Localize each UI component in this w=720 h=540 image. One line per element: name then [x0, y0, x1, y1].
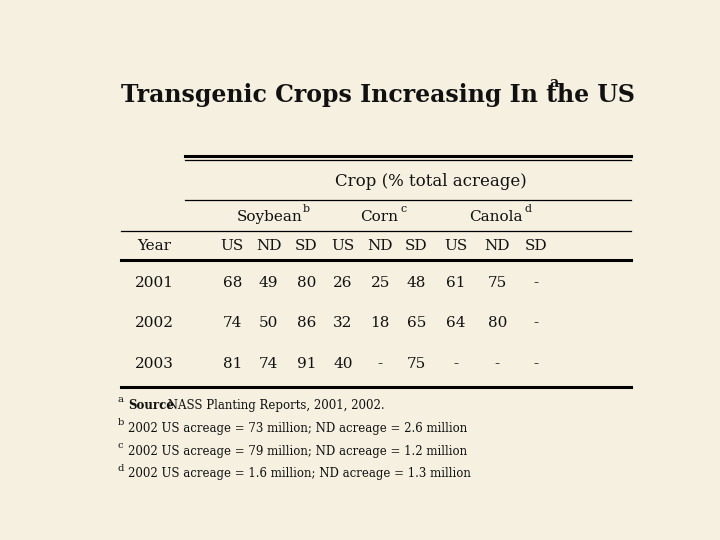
Text: 81: 81 — [222, 357, 242, 371]
Text: 74: 74 — [222, 316, 242, 330]
Text: 74: 74 — [259, 357, 278, 371]
Text: a: a — [549, 76, 559, 90]
Text: 86: 86 — [297, 316, 316, 330]
Text: ND: ND — [485, 239, 510, 253]
Text: 64: 64 — [446, 316, 465, 330]
Text: : NASS Planting Reports, 2001, 2002.: : NASS Planting Reports, 2001, 2002. — [160, 399, 384, 412]
Text: US: US — [220, 239, 244, 253]
Text: ND: ND — [367, 239, 393, 253]
Text: -: - — [495, 357, 500, 371]
Text: c: c — [118, 441, 124, 450]
Text: b: b — [118, 418, 125, 427]
Text: Canola: Canola — [469, 210, 523, 224]
Text: 80: 80 — [297, 275, 316, 289]
Text: ND: ND — [256, 239, 282, 253]
Text: 68: 68 — [222, 275, 242, 289]
Text: 49: 49 — [258, 275, 279, 289]
Text: 2002 US acreage = 79 million; ND acreage = 1.2 million: 2002 US acreage = 79 million; ND acreage… — [128, 444, 467, 457]
Text: -: - — [453, 357, 458, 371]
Text: 2002: 2002 — [135, 316, 174, 330]
Text: 2003: 2003 — [135, 357, 174, 371]
Text: 2002 US acreage = 73 million; ND acreage = 2.6 million: 2002 US acreage = 73 million; ND acreage… — [128, 422, 467, 435]
Text: US: US — [331, 239, 354, 253]
Text: US: US — [444, 239, 467, 253]
Text: SD: SD — [295, 239, 318, 253]
Text: 80: 80 — [487, 316, 507, 330]
Text: -: - — [534, 316, 539, 330]
Text: 2001: 2001 — [135, 275, 174, 289]
Text: SD: SD — [405, 239, 428, 253]
Text: d: d — [118, 464, 125, 473]
Text: SD: SD — [525, 239, 548, 253]
Text: b: b — [303, 204, 310, 214]
Text: 65: 65 — [407, 316, 426, 330]
Text: 48: 48 — [407, 275, 426, 289]
Text: 32: 32 — [333, 316, 353, 330]
Text: 50: 50 — [259, 316, 278, 330]
Text: 2002 US acreage = 1.6 million; ND acreage = 1.3 million: 2002 US acreage = 1.6 million; ND acreag… — [128, 468, 471, 481]
Text: Corn: Corn — [361, 210, 399, 224]
Text: -: - — [534, 275, 539, 289]
Text: 75: 75 — [487, 275, 507, 289]
Text: 91: 91 — [297, 357, 316, 371]
Text: -: - — [534, 357, 539, 371]
Text: Crop (% total acreage): Crop (% total acreage) — [335, 173, 526, 190]
Text: Source: Source — [128, 399, 174, 412]
Text: -: - — [377, 357, 383, 371]
Text: c: c — [401, 204, 407, 214]
Text: a: a — [118, 395, 124, 404]
Text: 25: 25 — [371, 275, 390, 289]
Text: 18: 18 — [371, 316, 390, 330]
Text: Transgenic Crops Increasing In the US: Transgenic Crops Increasing In the US — [121, 83, 634, 107]
Text: Year: Year — [138, 239, 171, 253]
Text: 75: 75 — [407, 357, 426, 371]
Text: 40: 40 — [333, 357, 353, 371]
Text: 26: 26 — [333, 275, 353, 289]
Text: 61: 61 — [446, 275, 465, 289]
Text: Soybean: Soybean — [237, 210, 302, 224]
Text: d: d — [525, 204, 532, 214]
